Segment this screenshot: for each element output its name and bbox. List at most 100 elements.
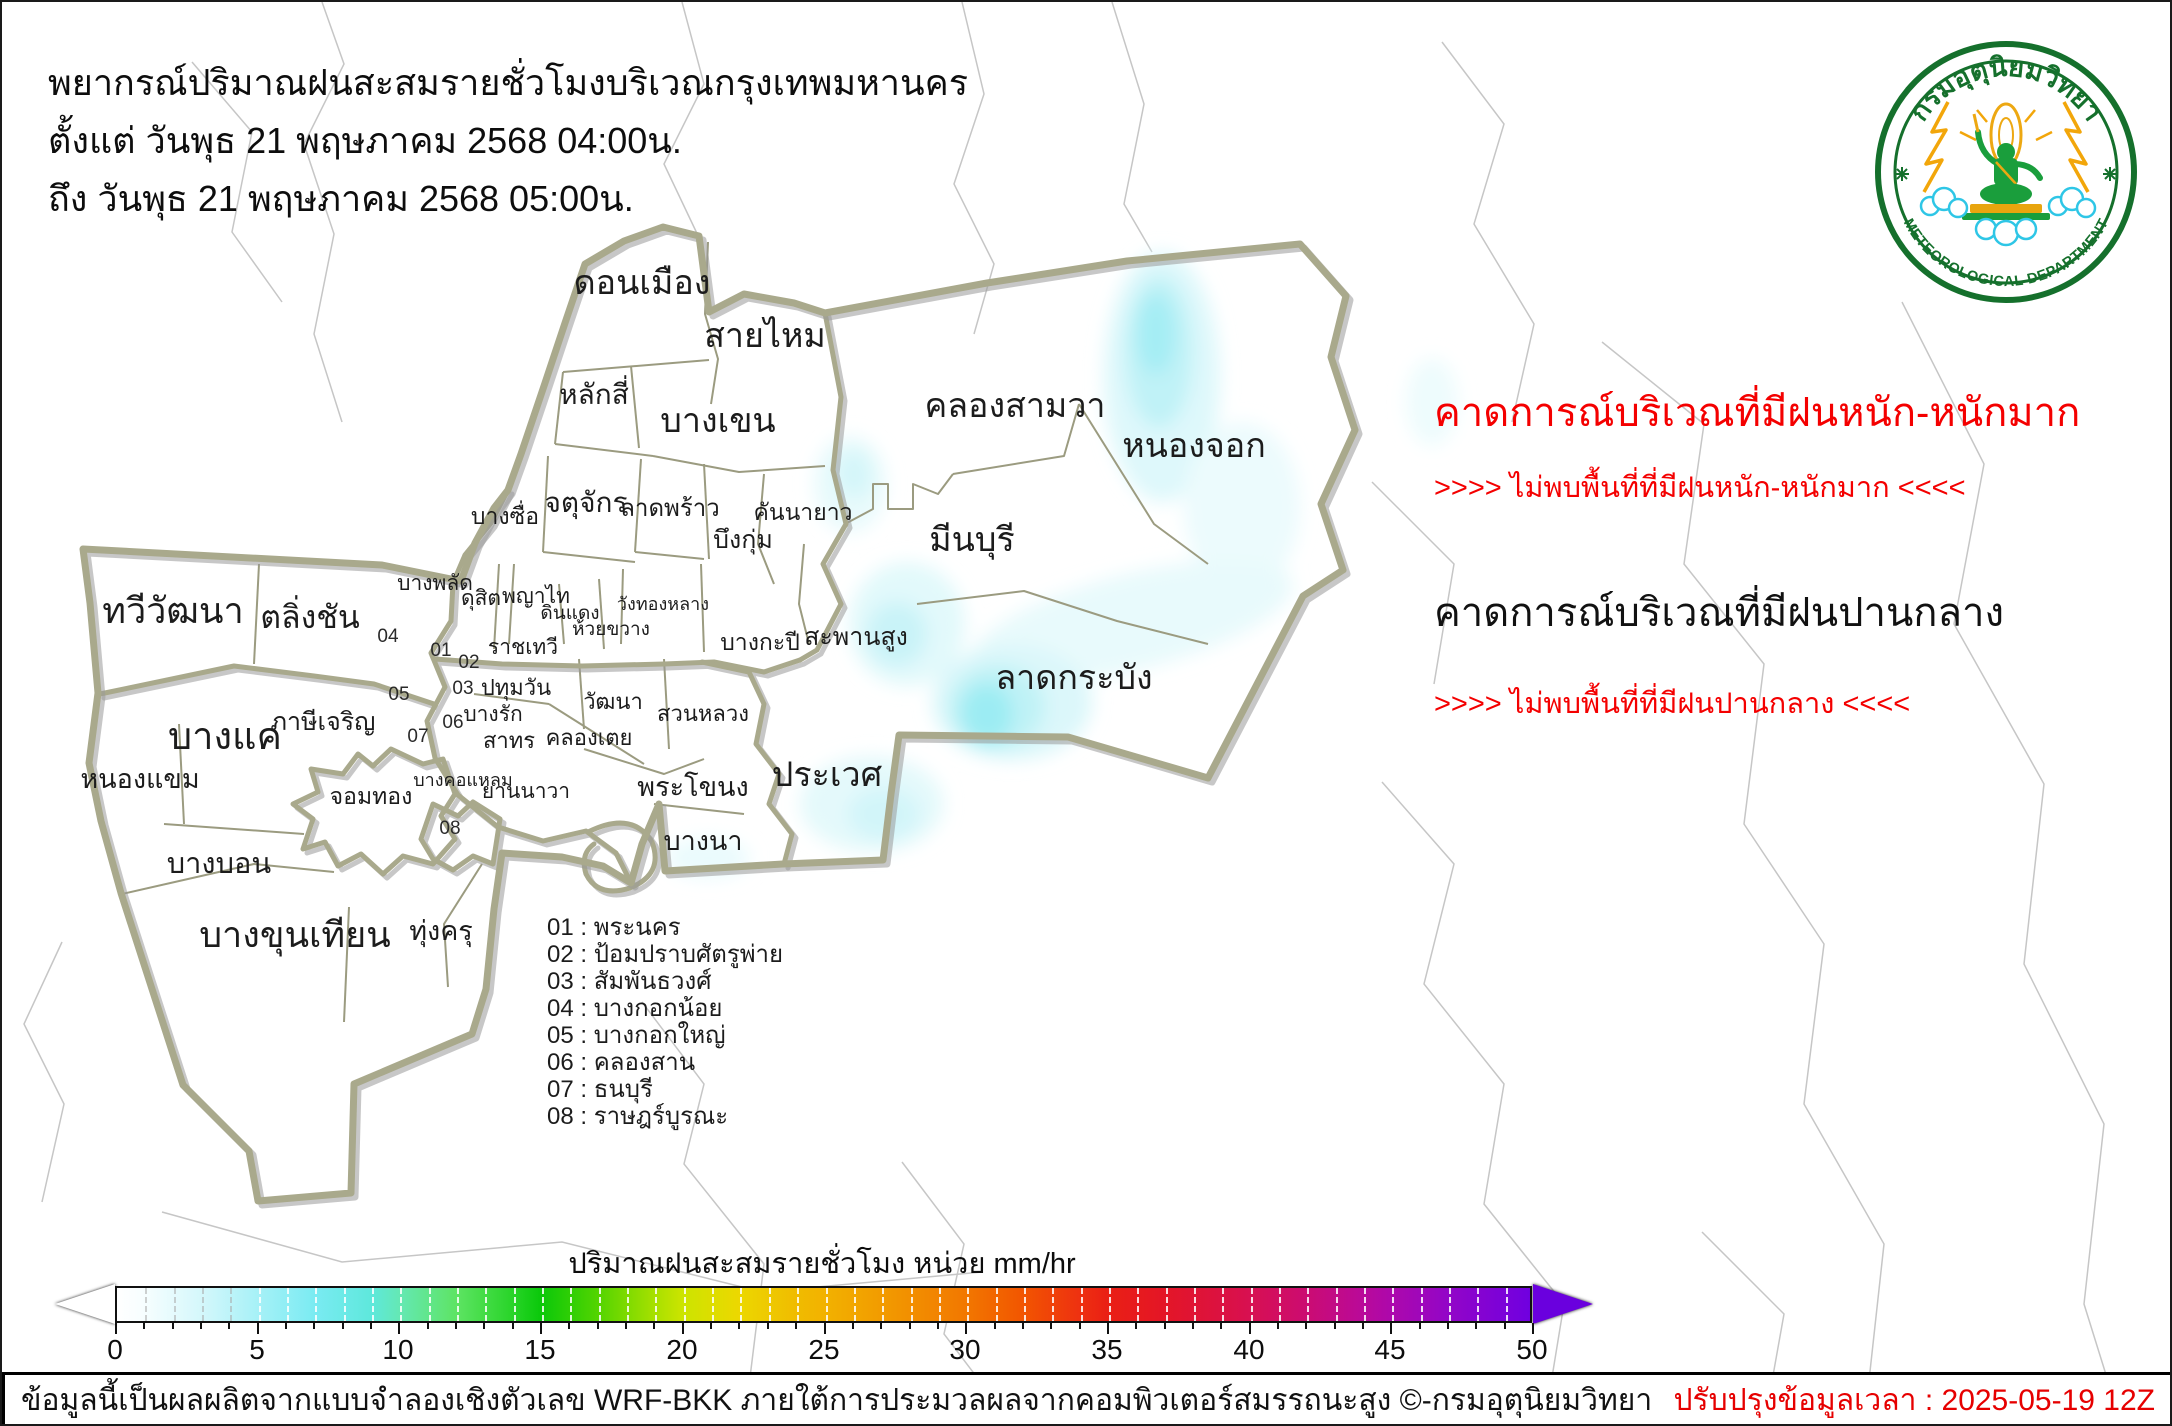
colorbar-tick-mark: [1191, 1323, 1194, 1329]
colorbar-unit-dash: [1477, 1288, 1480, 1321]
district-label: จตุจักร: [545, 487, 628, 520]
district-number-legend: 01 : พระนคร 02 : ป้อมปราบศัตรูพ่าย 03 : …: [547, 914, 783, 1130]
district-label: คลองสามวา: [924, 387, 1105, 425]
colorbar-tick-mark: [1248, 1323, 1251, 1334]
colorbar-unit-dash: [797, 1288, 800, 1321]
district-label: สะพานสูง: [804, 623, 908, 652]
colorbar-tick-mark: [738, 1323, 741, 1329]
colorbar-tick-mark: [1050, 1323, 1053, 1329]
star-icon: [1895, 167, 2117, 181]
district-label: บางบอน: [167, 848, 272, 880]
colorbar-unit-dash: [145, 1288, 148, 1321]
colorbar-unit-dash: [853, 1288, 856, 1321]
district-label: หลักสี่: [559, 375, 629, 410]
district-label: บางเขน: [660, 402, 775, 440]
district-number: 06: [442, 712, 463, 733]
colorbar-unit-dash: [372, 1288, 375, 1321]
district-label: ดุสิต: [461, 587, 501, 611]
colorbar-unit-dash: [173, 1288, 176, 1321]
colorbar-tick-mark: [681, 1323, 684, 1334]
colorbar-unit-dash: [1222, 1288, 1225, 1321]
district-number: 02: [458, 652, 479, 673]
district-label: ภาษีเจริญ: [271, 708, 376, 736]
colorbar-unit-dash: [938, 1288, 941, 1321]
colorbar-tick-mark: [596, 1323, 599, 1329]
colorbar-tick-mark: [1333, 1323, 1336, 1329]
district-label: พระโขนง: [637, 772, 748, 802]
colorbar-tick-mark: [1078, 1323, 1081, 1329]
colorbar-tick-label: 30: [949, 1334, 981, 1365]
colorbar-tick-mark: [1021, 1323, 1024, 1329]
colorbar-right-arrow-icon: [1533, 1284, 1593, 1324]
district-label: วังทองหลาง: [617, 594, 709, 614]
colorbar-tick-mark: [256, 1323, 259, 1334]
colorbar-tick-label: 5: [249, 1334, 265, 1365]
colorbar-unit-dash: [1137, 1288, 1140, 1321]
colorbar-tick-mark: [143, 1323, 146, 1329]
colorbar-tick-label: 15: [524, 1334, 556, 1365]
district-label: บางแค: [168, 716, 282, 758]
colorbar-tick-mark: [540, 1323, 543, 1334]
colorbar-tick-mark: [710, 1323, 713, 1329]
colorbar-tick-mark: [625, 1323, 628, 1329]
district-label: บางขุนเทียน: [199, 914, 391, 957]
district-label: คันนายาว: [753, 499, 852, 525]
colorbar-unit-dash: [202, 1288, 205, 1321]
colorbar-unit-dash: [1335, 1288, 1338, 1321]
colorbar-tick-mark: [908, 1323, 911, 1329]
district-label: พญาไท: [502, 584, 570, 608]
colorbar-tick-mark: [455, 1323, 458, 1329]
colorbar-tick-mark: [851, 1323, 854, 1329]
district-label: บางนา: [663, 826, 742, 856]
legend-item: 08 : ราษฎร์บูรณะ: [547, 1103, 729, 1130]
colorbar-tick-mark: [936, 1323, 939, 1329]
colorbar-tick-label: 0: [107, 1334, 123, 1365]
colorbar-tick-mark: [965, 1323, 968, 1334]
colorbar-unit-dash: [258, 1288, 261, 1321]
colorbar-unit-dash: [1505, 1288, 1508, 1321]
colorbar-tick-mark: [1446, 1323, 1449, 1329]
colorbar-unit-dash: [995, 1288, 998, 1321]
colorbar-tick-mark: [653, 1323, 656, 1329]
clouds-icon: [1919, 186, 2097, 247]
colorbar-unit-dash: [967, 1288, 970, 1321]
map-title-line2: ตั้งแต่ วันพุธ 21 พฤษภาคม 2568 04:00น.: [48, 120, 682, 161]
district-label: ทุ่งครุ: [409, 916, 473, 948]
district-label: บางพลัด: [397, 572, 473, 595]
colorbar-unit-dash: [513, 1288, 516, 1321]
district-labels: ดอนเมือง สายไหม หลักสี่ บางเขน คลองสามวา…: [80, 264, 1265, 957]
colorbar-tick-label: 25: [808, 1334, 840, 1365]
district-label: ห้วยขวาง: [572, 619, 650, 640]
colorbar-unit-dash: [457, 1288, 460, 1321]
district-label: สาทร: [483, 728, 535, 753]
footer-source-text: ข้อมูลนี้เป็นผลผลิตจากแบบจำลองเชิงตัวเลข…: [21, 1383, 1653, 1417]
colorbar-unit-dash: [570, 1288, 573, 1321]
district-label: บางกะปี: [720, 629, 800, 655]
colorbar-unit-dash: [1420, 1288, 1423, 1321]
colorbar-unit-dash: [598, 1288, 601, 1321]
colorbar-unit-dash: [1080, 1288, 1083, 1321]
district-number: 04: [377, 626, 399, 647]
district-label: คลองเตย: [546, 725, 633, 750]
colorbar-unit-dash: [627, 1288, 630, 1321]
colorbar-tick-label: 40: [1233, 1334, 1265, 1365]
district-label: ดอนเมือง: [574, 264, 711, 302]
district-label: ตลิ่งชัน: [260, 595, 360, 635]
colorbar-tick-label: 45: [1374, 1334, 1406, 1365]
district-label: จอมทอง: [330, 783, 413, 809]
colorbar-tick-mark: [880, 1323, 883, 1329]
district-number: 05: [388, 684, 409, 705]
colorbar-tick-mark: [115, 1323, 117, 1334]
heavy-rain-heading: คาดการณ์บริเวณที่มีฝนหนัก-หนักมาก: [1434, 391, 2081, 435]
colorbar-tick-mark: [398, 1323, 401, 1334]
district-label: ลาดกระบัง: [995, 659, 1152, 697]
district-number: 08: [439, 818, 460, 839]
colorbar-unit-dash: [343, 1288, 346, 1321]
colorbar-gradient: [115, 1286, 1532, 1323]
district-number: 03: [452, 678, 473, 699]
colorbar-tick-label: 20: [666, 1334, 698, 1365]
colorbar-unit-dash: [683, 1288, 686, 1321]
logo-inner-ring: [1893, 59, 2119, 285]
colorbar-left-arrow-icon: [55, 1284, 115, 1324]
